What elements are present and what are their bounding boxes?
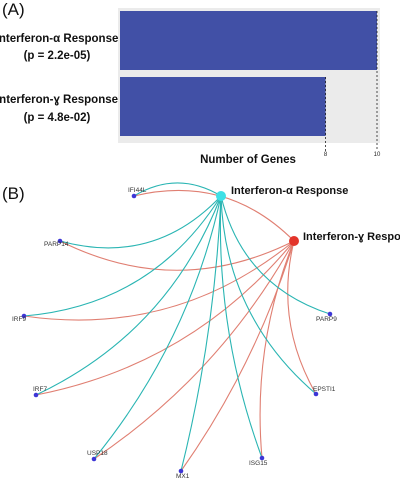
- edge-gamma-epsti1: [287, 240, 317, 395]
- category-label-1: Interferon-α Response: [0, 33, 118, 45]
- gene-label-epsti1: EPSTI1: [313, 386, 336, 393]
- category-label-2: Interferon-ɣ Response: [0, 94, 118, 106]
- edge-alpha-epsti1: [220, 195, 317, 395]
- category-pvalue-2: (p = 4.8e-02): [24, 112, 91, 124]
- gene-label-usp18: USP18: [87, 450, 108, 457]
- edge-alpha-usp18: [93, 195, 222, 460]
- gene-node-irf7: [33, 392, 39, 398]
- pathway-label-gamma: Interferon-ɣ Response: [303, 231, 400, 243]
- edge-alpha-irf7: [35, 195, 222, 396]
- x-axis-title: Number of Genes: [200, 154, 296, 166]
- pathway-node-alpha: [216, 191, 226, 201]
- edge-alpha-irf9: [23, 195, 222, 317]
- gene-label-parp14: PARP14: [44, 241, 69, 248]
- gene-label-parp9: PARP9: [316, 316, 337, 323]
- gene-label-irf7: IRF7: [33, 386, 47, 393]
- edge-gamma-irf9: [23, 240, 295, 321]
- x-tick-label-10: 10: [374, 152, 381, 158]
- gene-node-isg15: [259, 455, 265, 461]
- x-tick-label-8: 8: [324, 152, 328, 158]
- gene-node-parp9: [327, 311, 333, 317]
- edge-alpha-ifi44l: [133, 182, 222, 197]
- pathway-label-alpha: Interferon-α Response: [231, 185, 348, 197]
- category-pvalue-1: (p = 2.2e-05): [24, 50, 91, 62]
- edges: [23, 182, 331, 472]
- edge-gamma-irf7: [35, 240, 295, 396]
- pathway-node-gamma: [289, 236, 299, 246]
- bar-chart: Interferon-α Response (p = 2.2e-05) Interf…: [0, 8, 381, 166]
- bar-1: [120, 11, 377, 70]
- edge-alpha-isg15: [219, 195, 263, 459]
- edge-gamma-usp18: [93, 240, 295, 460]
- gene-node-mx1: [178, 468, 184, 474]
- gene-label-ifi44l: IFI44L: [128, 187, 147, 194]
- gene-node-epsti1: [313, 391, 319, 397]
- gene-label-irf9: IRF9: [12, 316, 26, 323]
- edge-alpha-mx1: [180, 195, 222, 472]
- edge-gamma-mx1: [180, 240, 295, 472]
- bar-2: [120, 77, 326, 136]
- gene-node-irf9: [21, 313, 27, 319]
- gene-label-isg15: ISG15: [249, 460, 268, 467]
- edge-gamma-parp14: [59, 240, 295, 271]
- edge-gamma-isg15: [259, 240, 295, 459]
- panel-b-label: (B): [2, 184, 25, 203]
- panel-a-label: (A): [2, 0, 25, 19]
- edge-alpha-parp9: [220, 195, 331, 315]
- edge-gamma-ifi44l: [133, 190, 295, 242]
- gene-node-parp14: [57, 238, 63, 244]
- gene-node-usp18: [91, 456, 97, 462]
- edge-alpha-parp14: [59, 195, 222, 249]
- gene-label-mx1: MX1: [176, 473, 190, 480]
- gene-node-ifi44l: [131, 193, 137, 199]
